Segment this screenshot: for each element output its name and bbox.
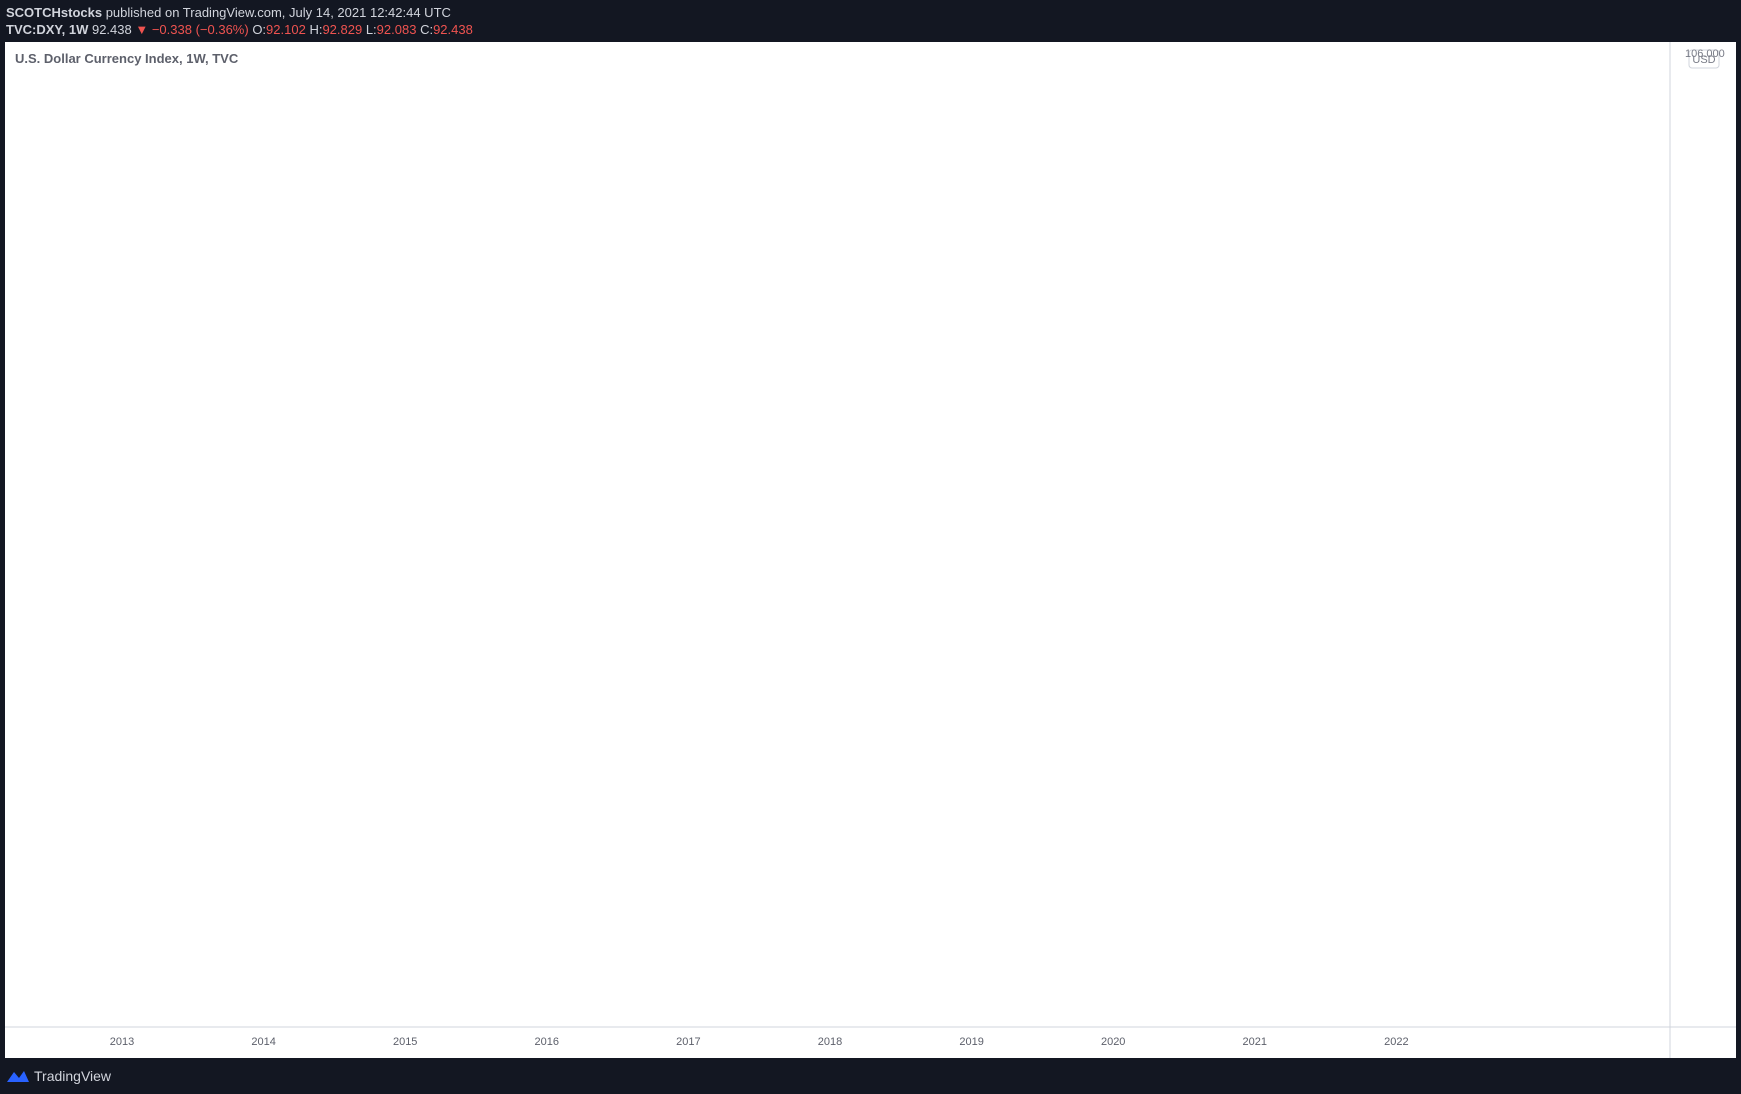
- chart-frame[interactable]: 105.000101.00099.00097.00096.00095.00094…: [5, 42, 1736, 1058]
- low-value: 92.083: [376, 22, 417, 37]
- open-label: O:: [252, 22, 267, 37]
- price-change: ▼ −0.338 (−0.36%): [135, 22, 249, 37]
- brand-name[interactable]: TradingView: [34, 1068, 112, 1084]
- x-tick-label: 2022: [1384, 1036, 1408, 1048]
- publisher-name[interactable]: SCOTCHstocks: [6, 5, 103, 20]
- x-tick-label: 2017: [676, 1036, 700, 1048]
- publisher-line: SCOTCHstocks published on TradingView.co…: [6, 5, 451, 20]
- x-tick-label: 2016: [535, 1036, 559, 1048]
- x-tick-label: 2013: [110, 1036, 134, 1048]
- currency-badge: USD: [1692, 54, 1715, 66]
- high-value: 92.829: [322, 22, 363, 37]
- symbol-line: TVC:DXY, 1W 92.438 ▼ −0.338 (−0.36%) O:9…: [6, 22, 473, 37]
- high-label: H:: [309, 22, 323, 37]
- x-tick-label: 2020: [1101, 1036, 1125, 1048]
- x-tick-label: 2019: [959, 1036, 983, 1048]
- last-price: 92.438: [91, 22, 132, 37]
- footer-bar: TradingView: [0, 1058, 1741, 1094]
- price-chart[interactable]: 105.000101.00099.00097.00096.00095.00094…: [5, 42, 1736, 1058]
- open-value: 92.102: [266, 22, 306, 37]
- close-label: C:: [420, 22, 434, 37]
- close-value: 92.438: [433, 22, 473, 37]
- chart-title: U.S. Dollar Currency Index, 1W, TVC: [15, 51, 239, 66]
- x-tick-label: 2014: [251, 1036, 275, 1048]
- x-tick-label: 2021: [1243, 1036, 1267, 1048]
- time-axis[interactable]: 2013 2014 2015 2016 2017 2018 2019 2020 2021 2022: [110, 1036, 1409, 1048]
- published-text: published on TradingView.com, July 14, 2…: [105, 5, 451, 20]
- symbol-label: TVC:DXY, 1W: [6, 22, 89, 37]
- y-tick-top-partial: 106.000: [1685, 48, 1725, 60]
- x-tick-label: 2018: [818, 1036, 842, 1048]
- currency-badge-box[interactable]: [1688, 49, 1720, 69]
- tradingview-logo-icon[interactable]: [6, 1068, 30, 1084]
- x-tick-label: 2015: [393, 1036, 417, 1048]
- low-label: L:: [365, 22, 377, 37]
- chart-header: SCOTCHstocks published on TradingView.co…: [0, 0, 1741, 42]
